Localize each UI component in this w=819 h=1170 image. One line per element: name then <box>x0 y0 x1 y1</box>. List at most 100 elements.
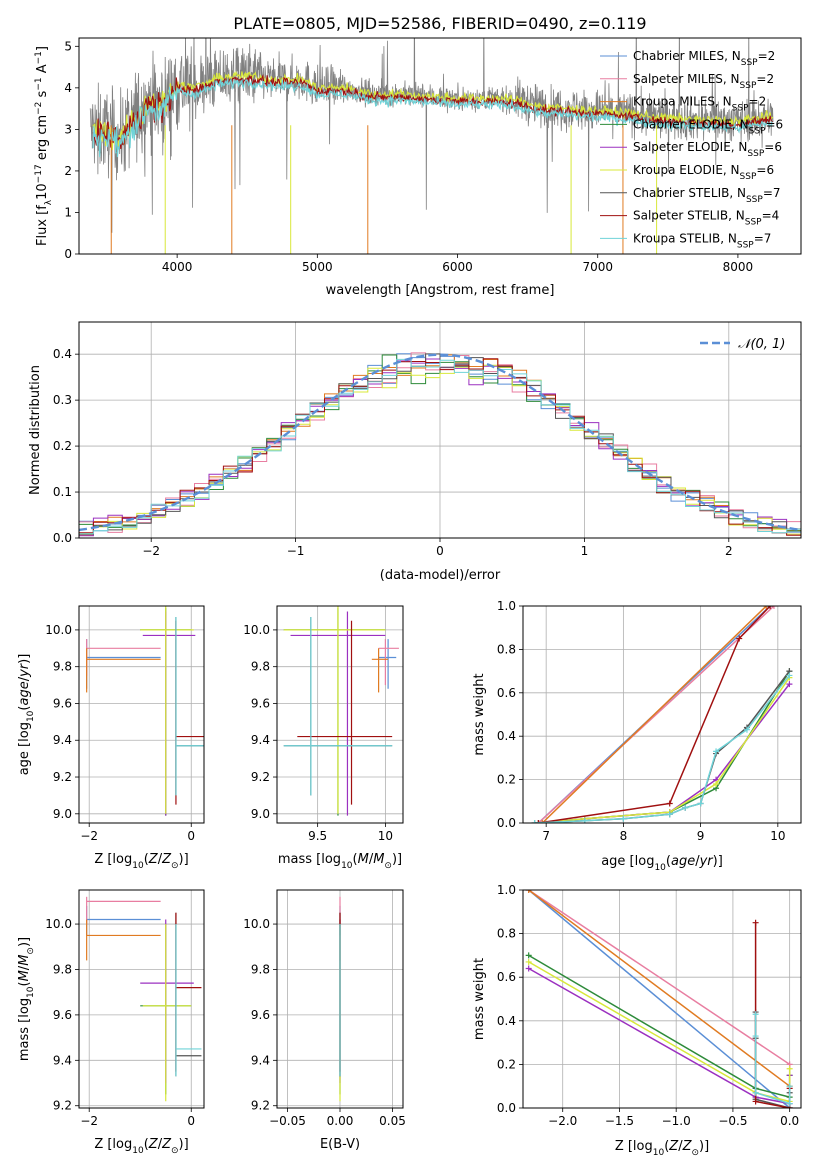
tick-label-x: 0 <box>187 1114 195 1128</box>
tick-label-y: 9.8 <box>251 660 270 674</box>
tick-label-x: 7 <box>542 829 550 843</box>
weight-marker <box>682 804 689 811</box>
weight-marker <box>525 890 532 893</box>
x-axis-label: Z [log10(Z/Z⊙)] <box>94 852 188 871</box>
legend-label: Kroupa ELODIE, NSSP=6 <box>633 163 774 182</box>
weight-marker <box>752 1011 759 1018</box>
tick-label-x: −2 <box>80 829 98 843</box>
weight-marker <box>752 1089 759 1096</box>
tick-label-y: 3 <box>64 122 72 136</box>
tick-label-x: −1.0 <box>662 1114 691 1128</box>
model-spectrum <box>92 77 774 158</box>
gaussian-curve <box>79 353 801 532</box>
tick-label-y: 0.8 <box>497 927 516 941</box>
axes-frame <box>522 889 802 1109</box>
tick-label-y: 0.4 <box>497 1014 516 1028</box>
tick-label-y: 0.2 <box>53 439 72 453</box>
tick-label-y: 9.4 <box>251 1053 270 1067</box>
y-axis-label: mass [log10(M/M⊙)] <box>17 937 36 1061</box>
tick-label-x: 8 <box>620 829 628 843</box>
plot-area <box>277 890 403 1108</box>
plot-area <box>523 890 801 1108</box>
legend-label: Salpeter ELODIE, NSSP=6 <box>633 140 782 159</box>
model-spectrum <box>92 73 774 152</box>
plot-area <box>523 606 801 823</box>
tick-label-y: 0 <box>64 247 72 261</box>
weight-marker <box>770 606 777 609</box>
plot-area <box>277 606 403 823</box>
legend-label: Chabrier STELIB, NSSP=7 <box>633 186 781 205</box>
tick-label-y: 9.8 <box>53 660 72 674</box>
tick-label-x: 10 <box>378 829 393 843</box>
tick-label-x: 9.5 <box>308 829 327 843</box>
weight-marker <box>752 1033 759 1040</box>
tick-label-x: 0 <box>436 544 444 558</box>
weight-marker <box>786 1083 793 1090</box>
tick-label-x: −2.0 <box>548 1114 577 1128</box>
legend-label: Kroupa STELIB, NSSP=7 <box>633 231 771 250</box>
x-axis-label: E(B-V) <box>320 1137 360 1152</box>
weight-marker <box>620 815 627 822</box>
legend-label: Chabrier ELODIE, NSSP=6 <box>633 117 783 136</box>
plot-area <box>79 890 204 1108</box>
weight-marker <box>539 820 546 823</box>
tick-label-y: 9.0 <box>251 807 270 821</box>
tick-label-y: 0.6 <box>497 686 516 700</box>
axes-mass-vs-EBV: −0.05 0.00 0.05 9.2 9.4 9.6 9.8 10.0 E(B-V) <box>243 889 406 1152</box>
tick-label-y: 0.0 <box>497 816 516 830</box>
tick-label-x: 4000 <box>162 260 193 274</box>
tick-label-y: 9.8 <box>251 962 270 976</box>
axes-frame <box>276 605 404 824</box>
weight-marker <box>763 606 770 609</box>
weight-marker <box>713 748 720 755</box>
tick-label-x: 5000 <box>302 260 333 274</box>
plot-area <box>79 606 204 823</box>
tick-label-y: 2 <box>64 164 72 178</box>
weight-marker <box>697 800 704 807</box>
y-axis-label: Flux [fλ10−17 erg cm−2 s−1 A−1] <box>34 46 54 246</box>
tick-label-y: 10.0 <box>45 917 72 931</box>
weight-marker <box>666 811 673 818</box>
weight-line <box>537 606 775 823</box>
figure-title: PLATE=0805, MJD=52586, FIBERID=0490, z=0… <box>233 14 646 33</box>
histogram-step <box>79 358 801 535</box>
tick-label-y: 0.4 <box>497 729 516 743</box>
axes-mass-weight-vs-age: 7 8 9 10 0.0 0.2 0.4 0.6 0.8 1.0 age [log10(age/yr… <box>472 599 802 873</box>
tick-label-y: 9.8 <box>53 962 72 976</box>
tick-label-x: 0.00 <box>327 1114 354 1128</box>
legend-label: Chabrier MILES, NSSP=2 <box>633 49 775 68</box>
tick-label-y: 0.0 <box>53 531 72 545</box>
weight-marker <box>767 606 774 609</box>
weight-marker <box>786 1100 793 1107</box>
tick-label-y: 4 <box>64 81 72 95</box>
tick-label-x: 6000 <box>442 260 473 274</box>
weight-marker <box>525 952 532 959</box>
tick-label-y: 9.4 <box>53 733 72 747</box>
tick-label-y: 10.0 <box>243 917 270 931</box>
tick-label-y: 9.6 <box>53 1008 72 1022</box>
tick-label-y: 0.8 <box>497 642 516 656</box>
x-axis-label: (data-model)/error <box>380 568 501 583</box>
tick-label-x: −1 <box>287 544 305 558</box>
tick-label-y: 1.0 <box>497 883 516 897</box>
tick-label-x: 8000 <box>723 260 754 274</box>
weight-marker <box>525 965 532 972</box>
observed-spectrum <box>89 38 774 233</box>
weight-marker <box>535 820 542 823</box>
y-axis-label: mass weight <box>472 958 487 1040</box>
axes-frame <box>78 605 205 824</box>
axes-frame <box>78 321 802 539</box>
plot-area <box>79 322 801 538</box>
axes-frame <box>276 889 404 1109</box>
axes-mass-weight-vs-Z: −2.0 −1.5 −1.0 −0.5 0.0 0.0 0.2 0.4 0.6 0.8 1.0 Z [… <box>472 883 802 1158</box>
tick-label-x: 10 <box>770 829 785 843</box>
tick-label-x: −2 <box>80 1114 98 1128</box>
tick-label-y: 9.4 <box>53 1053 72 1067</box>
weight-line <box>541 606 767 823</box>
weight-line <box>538 606 771 823</box>
axes-age-vs-Z: −2 0 9.0 9.2 9.4 9.6 9.8 10.0 Z [log10(Z/Z⊙)] age… <box>17 605 205 871</box>
y-axis-label: mass weight <box>472 673 487 755</box>
legend-label: 𝒩(0, 1) <box>738 337 785 352</box>
tick-label-y: 0.6 <box>497 970 516 984</box>
legend-label: Kroupa MILES, NSSP=2 <box>633 95 766 114</box>
